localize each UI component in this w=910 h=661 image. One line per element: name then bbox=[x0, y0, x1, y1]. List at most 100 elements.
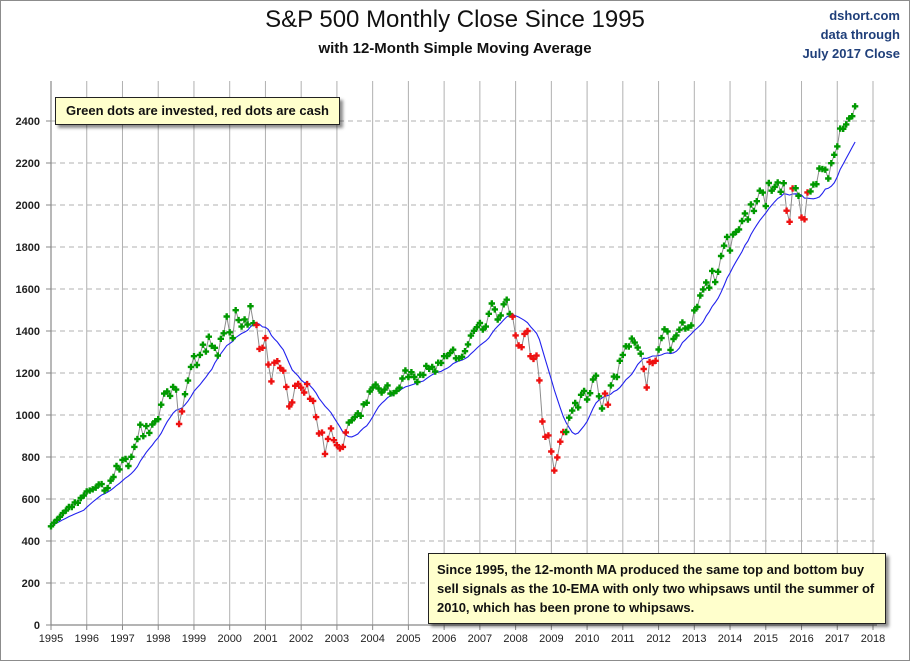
cash-dot bbox=[649, 359, 656, 367]
y-tick-label: 2200 bbox=[16, 158, 40, 170]
x-tick-label: 1997 bbox=[110, 633, 134, 645]
invested-dot bbox=[792, 185, 799, 192]
invested-dot bbox=[491, 306, 498, 313]
x-tick-label: 2009 bbox=[539, 633, 563, 645]
invested-dot bbox=[408, 369, 415, 376]
invested-dot bbox=[360, 401, 367, 408]
invested-dot bbox=[828, 160, 835, 167]
invested-dot bbox=[351, 413, 358, 421]
y-tick-label: 400 bbox=[22, 536, 40, 548]
invested-dot bbox=[443, 352, 451, 360]
invested-dot bbox=[729, 231, 737, 238]
invested-dot bbox=[438, 359, 445, 367]
invested-dot bbox=[381, 386, 388, 393]
cash-dot bbox=[298, 384, 305, 391]
invested-dot bbox=[592, 372, 600, 379]
cash-dot bbox=[643, 384, 650, 391]
invested-dot bbox=[494, 316, 501, 323]
cash-dot bbox=[601, 390, 609, 397]
cash-dot bbox=[321, 450, 329, 458]
invested-dot bbox=[155, 416, 162, 423]
invested-dot bbox=[74, 499, 81, 506]
cash-dot bbox=[318, 429, 326, 436]
cash-dot bbox=[521, 330, 528, 338]
invested-dot bbox=[738, 217, 746, 225]
signal-dots bbox=[47, 103, 859, 530]
invested-dot bbox=[667, 346, 674, 354]
invested-dot bbox=[607, 382, 615, 389]
invested-dot bbox=[747, 201, 755, 208]
cash-dot bbox=[604, 401, 612, 408]
invested-dot bbox=[679, 319, 686, 326]
x-tick-label: 2016 bbox=[789, 633, 813, 645]
cash-dot bbox=[336, 445, 344, 452]
invested-dot bbox=[366, 388, 373, 395]
x-tick-label: 2002 bbox=[289, 633, 313, 645]
x-tick-label: 1995 bbox=[39, 633, 63, 645]
y-tick-label: 1800 bbox=[16, 242, 40, 254]
invested-dot bbox=[113, 462, 120, 470]
invested-dot bbox=[482, 323, 489, 330]
cash-dot bbox=[309, 397, 317, 405]
invested-dot bbox=[134, 435, 141, 443]
invested-dot bbox=[446, 349, 454, 357]
y-tick-label: 1600 bbox=[16, 284, 40, 296]
invested-dot bbox=[187, 363, 195, 371]
invested-dot bbox=[691, 307, 698, 314]
invested-dot bbox=[164, 388, 171, 395]
invested-dot bbox=[470, 327, 478, 334]
invested-dot bbox=[220, 330, 227, 337]
legend-note: Green dots are invested, red dots are ca… bbox=[55, 97, 340, 125]
invested-dot bbox=[589, 376, 597, 383]
invested-dot bbox=[846, 115, 853, 122]
x-tick-label: 2004 bbox=[360, 633, 384, 645]
invested-dot bbox=[378, 389, 385, 396]
invested-dot bbox=[59, 509, 67, 517]
cash-dot bbox=[289, 399, 296, 406]
invested-dot bbox=[613, 373, 621, 381]
invested-dot bbox=[563, 428, 570, 436]
y-tick-label: 2000 bbox=[16, 200, 40, 212]
invested-dot bbox=[161, 390, 168, 397]
invested-dot bbox=[595, 393, 603, 400]
cash-dot bbox=[512, 332, 519, 339]
invested-dot bbox=[703, 279, 710, 286]
invested-dot bbox=[673, 332, 680, 339]
invested-dot bbox=[232, 307, 239, 314]
invested-dot bbox=[706, 284, 713, 291]
invested-dot bbox=[229, 334, 236, 342]
invested-dot bbox=[384, 382, 391, 389]
invested-dot bbox=[506, 310, 513, 318]
invested-dot bbox=[429, 363, 436, 371]
invested-dot bbox=[405, 373, 412, 381]
invested-dot bbox=[628, 335, 635, 342]
invested-dot bbox=[780, 180, 787, 187]
invested-dot bbox=[193, 361, 201, 369]
invested-dot bbox=[250, 320, 257, 327]
invested-dot bbox=[795, 192, 802, 199]
y-tick-label: 1000 bbox=[16, 410, 40, 422]
x-tick-label: 2013 bbox=[682, 633, 706, 645]
invested-dot bbox=[128, 453, 135, 460]
invested-dot bbox=[47, 523, 55, 530]
invested-dot bbox=[497, 312, 504, 319]
invested-dot bbox=[449, 346, 457, 353]
cash-dot bbox=[652, 357, 659, 364]
invested-dot bbox=[575, 404, 582, 411]
invested-dot bbox=[771, 183, 778, 191]
invested-dot bbox=[348, 417, 355, 424]
invested-dot bbox=[208, 342, 215, 350]
invested-dot bbox=[840, 125, 847, 132]
cash-dot bbox=[295, 380, 302, 388]
cash-dot bbox=[286, 403, 293, 410]
invested-dot bbox=[101, 487, 108, 494]
invested-dot bbox=[241, 316, 248, 323]
cash-dot bbox=[557, 438, 564, 445]
source-date: July 2017 Close bbox=[802, 46, 900, 61]
invested-dot bbox=[247, 303, 254, 310]
invested-dot bbox=[834, 143, 841, 150]
invested-dot bbox=[143, 422, 150, 430]
cash-dot bbox=[259, 344, 266, 351]
invested-dot bbox=[631, 339, 638, 346]
invested-dot bbox=[476, 319, 484, 327]
